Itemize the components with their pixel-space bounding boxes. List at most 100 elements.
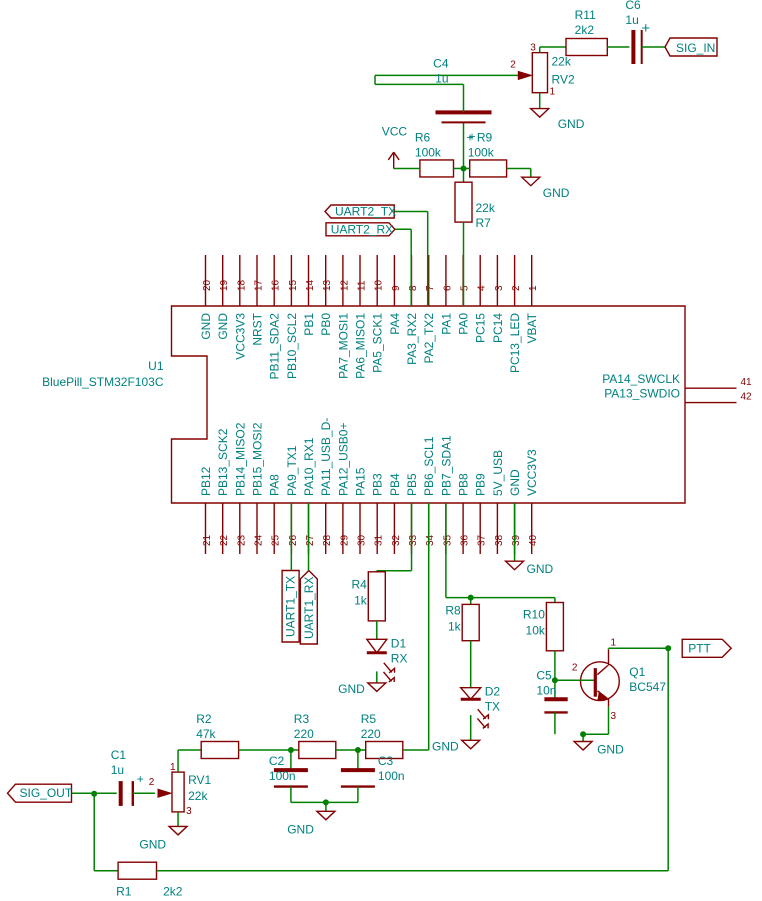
- svg-text:6: 6: [442, 285, 453, 291]
- svg-text:+: +: [137, 772, 144, 786]
- svg-text:22: 22: [219, 534, 230, 546]
- svg-text:PA12_USB0+: PA12_USB0+: [336, 423, 350, 497]
- svg-text:29: 29: [339, 534, 350, 546]
- svg-text:BC547: BC547: [629, 680, 666, 694]
- svg-text:32: 32: [391, 534, 402, 546]
- svg-text:31: 31: [374, 534, 385, 546]
- svg-text:UART2_RX: UART2_RX: [331, 222, 393, 236]
- svg-text:PA1: PA1: [439, 313, 453, 335]
- svg-text:PB13_SCK2: PB13_SCK2: [216, 428, 230, 496]
- svg-text:22k: 22k: [188, 789, 208, 803]
- svg-text:1: 1: [550, 87, 556, 98]
- svg-text:R1: R1: [116, 885, 132, 899]
- svg-text:10n: 10n: [536, 683, 556, 697]
- svg-text:PA3_RX2: PA3_RX2: [405, 313, 419, 365]
- svg-text:PB6_SCL1: PB6_SCL1: [422, 436, 436, 496]
- svg-text:33: 33: [408, 534, 419, 546]
- svg-text:R2: R2: [196, 712, 212, 726]
- svg-text:47k: 47k: [196, 727, 216, 741]
- svg-text:PA5_SCK1: PA5_SCK1: [371, 313, 385, 373]
- svg-text:PA9_TX1: PA9_TX1: [285, 445, 299, 496]
- svg-text:PB12: PB12: [199, 466, 213, 496]
- svg-text:9: 9: [391, 285, 402, 291]
- svg-text:100n: 100n: [269, 769, 296, 783]
- svg-text:2k2: 2k2: [575, 23, 595, 37]
- svg-text:R11: R11: [575, 8, 596, 22]
- svg-text:VCC: VCC: [382, 124, 408, 138]
- svg-text:22k: 22k: [476, 201, 496, 215]
- svg-text:1: 1: [611, 638, 617, 649]
- svg-text:100k: 100k: [468, 145, 495, 159]
- svg-text:GND: GND: [199, 313, 213, 340]
- svg-text:100k: 100k: [415, 145, 442, 159]
- svg-text:PC15: PC15: [474, 313, 488, 343]
- svg-text:17: 17: [254, 279, 265, 291]
- svg-text:PA10_RX1: PA10_RX1: [302, 437, 316, 496]
- svg-text:40: 40: [528, 534, 539, 546]
- svg-text:3: 3: [186, 806, 192, 817]
- svg-text:PB8: PB8: [457, 473, 471, 496]
- svg-text:8: 8: [408, 285, 419, 291]
- svg-text:38: 38: [494, 534, 505, 546]
- svg-text:PA13_SWDIO: PA13_SWDIO: [604, 387, 680, 401]
- svg-text:GND: GND: [543, 186, 570, 200]
- svg-text:PA15: PA15: [354, 467, 368, 496]
- svg-text:PA0: PA0: [457, 313, 471, 335]
- svg-text:TX: TX: [485, 700, 500, 714]
- svg-text:42: 42: [741, 392, 753, 403]
- svg-text:PB5: PB5: [405, 473, 419, 496]
- svg-text:36: 36: [460, 534, 471, 546]
- svg-text:NRST: NRST: [251, 312, 265, 345]
- svg-text:BluePill_STM32F103C: BluePill_STM32F103C: [42, 375, 164, 389]
- svg-text:PA14_SWCLK: PA14_SWCLK: [602, 372, 680, 386]
- svg-text:+: +: [641, 20, 650, 37]
- svg-text:220: 220: [294, 727, 314, 741]
- svg-text:4: 4: [477, 285, 488, 291]
- svg-text:D1: D1: [391, 636, 407, 650]
- svg-text:11: 11: [357, 280, 368, 291]
- svg-text:C6: C6: [625, 0, 641, 12]
- svg-text:GND: GND: [527, 562, 554, 576]
- svg-text:PA7_MOSI1: PA7_MOSI1: [336, 313, 350, 379]
- svg-text:C1: C1: [111, 748, 127, 762]
- svg-text:27: 27: [305, 534, 316, 546]
- svg-text:VCC3V3: VCC3V3: [525, 449, 539, 496]
- svg-text:PB3: PB3: [371, 473, 385, 496]
- svg-text:RV1: RV1: [188, 773, 211, 787]
- svg-text:PB7_SDA1: PB7_SDA1: [439, 435, 453, 496]
- svg-text:3: 3: [611, 711, 617, 722]
- svg-text:26: 26: [288, 534, 299, 546]
- svg-text:PB15_MOSI2: PB15_MOSI2: [251, 422, 265, 496]
- svg-text:C2: C2: [269, 754, 285, 768]
- svg-text:GND: GND: [508, 469, 522, 496]
- svg-text:PB11_SDA2: PB11_SDA2: [268, 313, 282, 380]
- svg-text:GND: GND: [558, 117, 585, 131]
- svg-text:2: 2: [510, 59, 516, 70]
- svg-text:GND: GND: [287, 822, 314, 836]
- svg-text:PA2_TX2: PA2_TX2: [422, 313, 436, 364]
- svg-text:UART1_RX: UART1_RX: [302, 577, 316, 639]
- svg-text:1k: 1k: [448, 620, 462, 634]
- svg-text:14: 14: [305, 279, 316, 291]
- svg-text:PB9: PB9: [474, 473, 488, 496]
- svg-text:SIG_IN: SIG_IN: [676, 41, 715, 55]
- svg-text:19: 19: [219, 279, 230, 291]
- svg-text:PB14_MISO2: PB14_MISO2: [233, 422, 247, 496]
- svg-text:GND: GND: [216, 313, 230, 340]
- svg-text:C5: C5: [536, 668, 552, 682]
- svg-text:R8: R8: [445, 604, 461, 618]
- svg-text:100n: 100n: [378, 769, 405, 783]
- svg-text:R5: R5: [361, 712, 377, 726]
- svg-text:VCC3V3: VCC3V3: [233, 313, 247, 360]
- svg-text:35: 35: [442, 534, 453, 546]
- svg-text:15: 15: [288, 279, 299, 291]
- svg-text:10: 10: [374, 279, 385, 291]
- svg-text:PB10_SCL2: PB10_SCL2: [285, 313, 299, 379]
- svg-text:RV2: RV2: [552, 72, 575, 86]
- svg-text:PA4: PA4: [388, 313, 402, 335]
- svg-text:18: 18: [236, 279, 247, 291]
- svg-text:41: 41: [741, 377, 753, 388]
- svg-text:GND: GND: [597, 743, 624, 757]
- svg-text:3: 3: [494, 285, 505, 291]
- svg-text:PC13_LED: PC13_LED: [508, 313, 522, 373]
